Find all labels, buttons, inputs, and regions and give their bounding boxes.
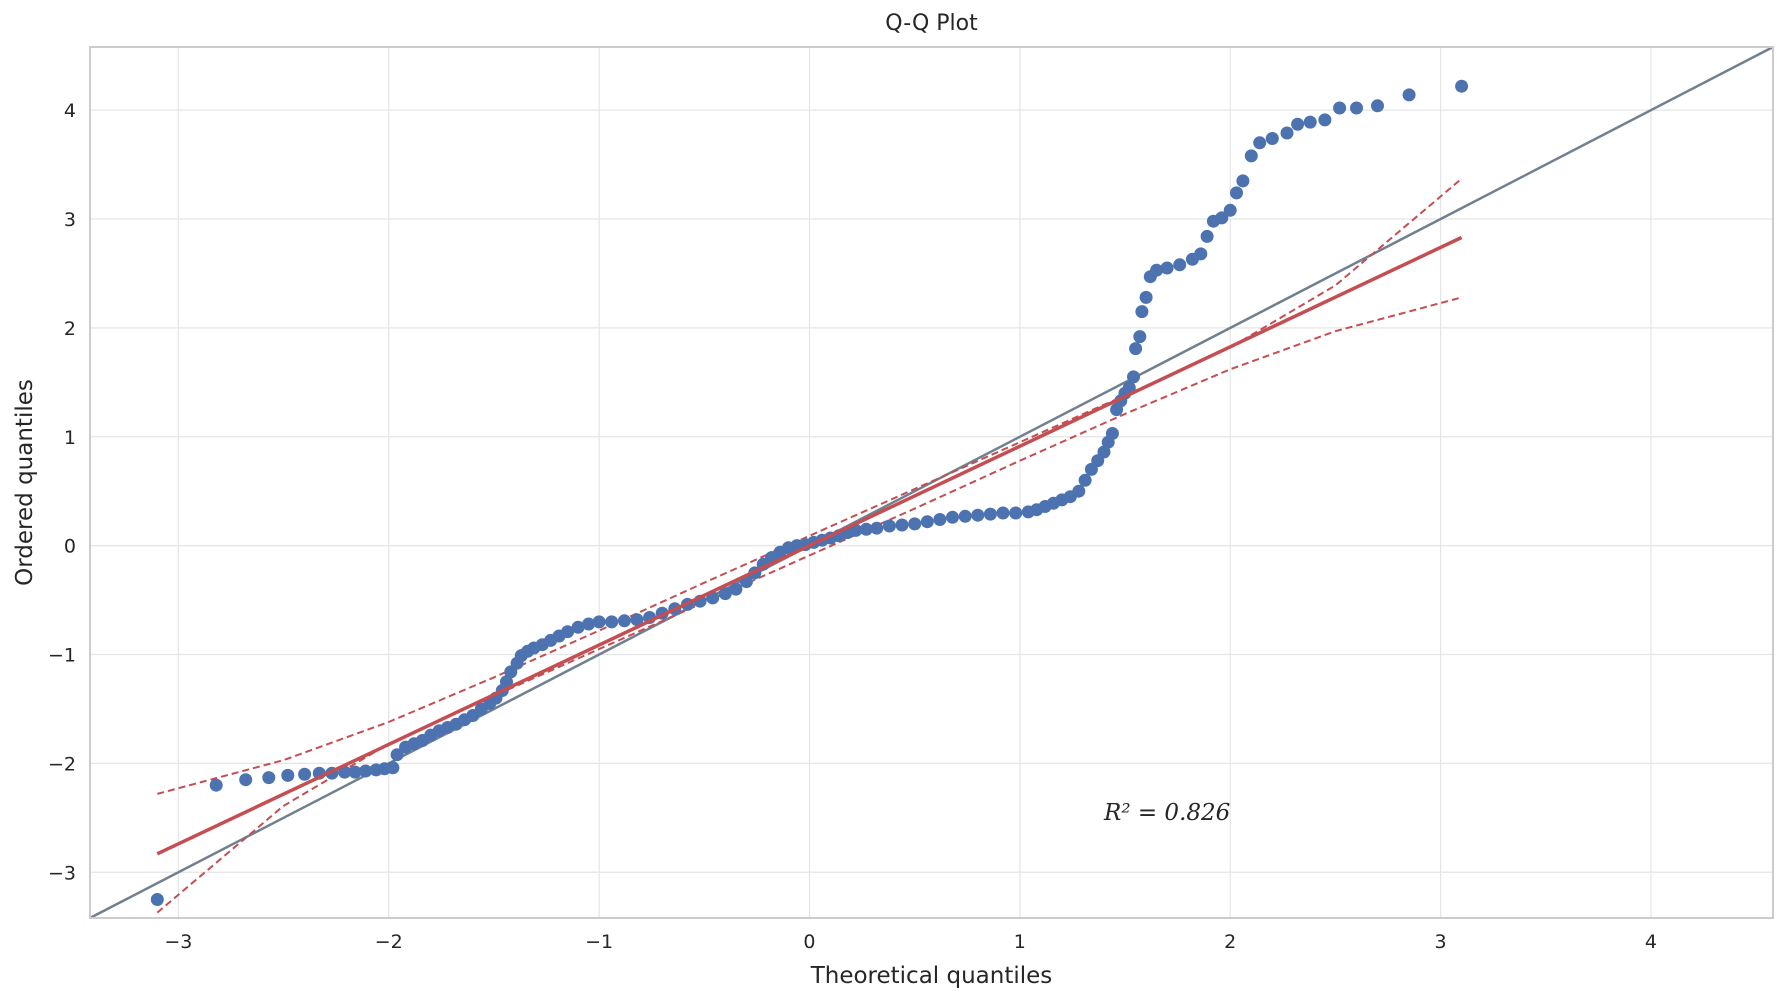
data-point bbox=[1402, 88, 1416, 102]
data-point bbox=[1244, 149, 1258, 163]
data-point bbox=[983, 507, 997, 521]
data-point bbox=[390, 748, 404, 762]
data-point bbox=[1072, 484, 1086, 498]
data-point bbox=[338, 765, 352, 779]
data-point bbox=[348, 765, 362, 779]
data-point bbox=[262, 771, 276, 785]
data-point bbox=[1129, 342, 1143, 356]
data-point bbox=[239, 773, 253, 787]
y-tick-label: −3 bbox=[48, 862, 76, 884]
y-tick-label: 4 bbox=[64, 100, 76, 122]
data-point bbox=[1097, 445, 1111, 459]
chart-title: Q-Q Plot bbox=[885, 11, 978, 36]
data-point bbox=[1350, 101, 1363, 115]
y-axis-label: Ordered quantiles bbox=[12, 379, 38, 586]
data-point bbox=[920, 515, 934, 529]
data-point bbox=[859, 522, 873, 536]
data-point bbox=[592, 615, 606, 629]
data-point bbox=[1194, 247, 1208, 261]
data-point bbox=[958, 509, 972, 523]
data-point bbox=[605, 615, 619, 629]
y-tick-label: −1 bbox=[48, 645, 76, 667]
data-point bbox=[1230, 186, 1243, 200]
x-tick-label: 2 bbox=[1224, 931, 1236, 953]
data-point bbox=[1223, 203, 1237, 217]
data-point bbox=[1127, 370, 1140, 384]
data-point bbox=[571, 620, 585, 634]
data-point bbox=[1078, 473, 1092, 487]
data-point bbox=[617, 614, 631, 628]
y-tick-label: 3 bbox=[64, 209, 76, 231]
y-tick-label: −2 bbox=[48, 753, 76, 775]
data-point bbox=[946, 510, 959, 524]
x-tick-label: 4 bbox=[1645, 931, 1657, 953]
data-point bbox=[561, 625, 575, 639]
data-point bbox=[281, 768, 295, 782]
data-points bbox=[150, 79, 1469, 906]
data-point bbox=[996, 506, 1010, 520]
x-tick-label: −3 bbox=[164, 931, 192, 953]
data-point bbox=[1133, 330, 1147, 344]
data-point bbox=[298, 767, 312, 781]
data-point bbox=[582, 617, 596, 631]
data-point bbox=[1265, 132, 1279, 145]
confidence-band-upper bbox=[157, 177, 1463, 795]
data-point bbox=[1333, 101, 1347, 115]
data-point bbox=[1139, 290, 1153, 304]
data-point bbox=[150, 893, 164, 906]
data-point bbox=[729, 582, 743, 596]
data-point bbox=[1200, 229, 1214, 243]
data-point bbox=[971, 508, 985, 522]
data-point bbox=[1291, 117, 1305, 131]
x-axis-label: Theoretical quantiles bbox=[810, 963, 1053, 989]
data-point bbox=[1455, 79, 1469, 93]
data-point bbox=[870, 521, 884, 535]
data-point bbox=[359, 764, 373, 778]
data-point bbox=[1105, 427, 1119, 440]
data-point bbox=[1253, 136, 1267, 150]
data-point bbox=[882, 519, 896, 533]
x-tick-label: 3 bbox=[1435, 931, 1447, 953]
data-point bbox=[895, 518, 909, 532]
data-point bbox=[630, 613, 644, 627]
data-point bbox=[386, 761, 400, 775]
data-point bbox=[1009, 506, 1023, 520]
data-point bbox=[933, 513, 947, 526]
data-point bbox=[1150, 263, 1164, 277]
x-tick-label: 1 bbox=[1014, 931, 1026, 953]
data-point bbox=[1215, 211, 1229, 225]
data-point bbox=[718, 587, 732, 601]
data-point bbox=[500, 675, 513, 689]
grid-lines bbox=[90, 47, 1773, 918]
data-point bbox=[209, 778, 223, 792]
x-tick-label: 0 bbox=[803, 931, 815, 953]
x-tick-label: −2 bbox=[375, 931, 403, 953]
data-point bbox=[1160, 261, 1174, 275]
data-point bbox=[1371, 99, 1384, 113]
y-tick-label: 0 bbox=[64, 536, 76, 558]
tick-labels: −3 −2 −1 0 1 2 3 4 −3 −2 −1 0 1 2 3 4 bbox=[48, 100, 1657, 953]
data-point bbox=[1303, 115, 1317, 129]
plot-frame bbox=[89, 46, 1774, 919]
r-squared-annotation: R² = 0.826 bbox=[1103, 800, 1230, 826]
data-point bbox=[1173, 258, 1187, 272]
data-point bbox=[908, 517, 922, 531]
y-tick-label: 2 bbox=[64, 318, 76, 340]
x-tick-label: −1 bbox=[585, 931, 613, 953]
data-point bbox=[1236, 174, 1250, 188]
y-tick-label: 1 bbox=[64, 427, 76, 449]
data-point bbox=[1318, 113, 1332, 127]
data-point bbox=[1135, 305, 1149, 319]
data-point bbox=[1280, 126, 1294, 140]
fit-line bbox=[156, 235, 1463, 856]
